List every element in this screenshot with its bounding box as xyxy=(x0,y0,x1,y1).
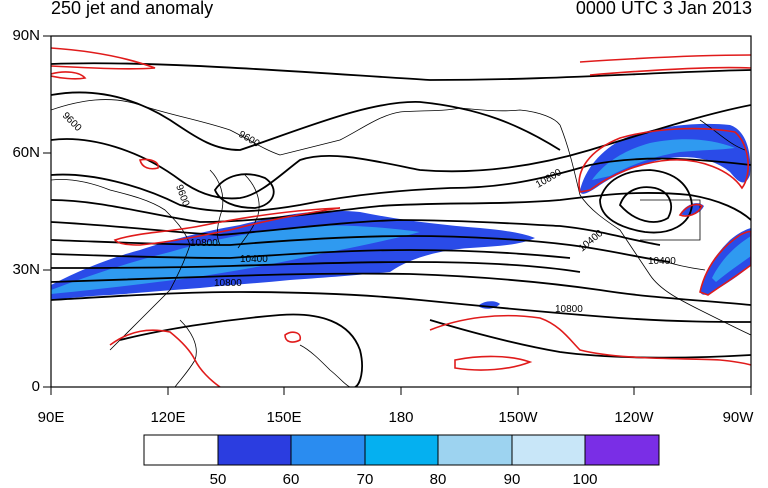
lon-label-180: 180 xyxy=(388,409,414,426)
lon-label-150e: 150E xyxy=(266,409,302,426)
anomaly-contours xyxy=(51,47,751,387)
jet-core-canada xyxy=(592,139,735,180)
jet-core-pacific xyxy=(51,225,420,294)
lon-label-90e: 90E xyxy=(37,409,65,426)
lat-label-0: 0 xyxy=(31,378,40,395)
colorbar-bin-60-70 xyxy=(290,434,366,466)
colorbar-bin-80-90 xyxy=(437,434,513,466)
colorbar-bin-below-50 xyxy=(143,434,219,466)
lon-label-120w: 120W xyxy=(614,409,654,426)
jet-core-east-us xyxy=(712,236,751,282)
colorbar-bin-50-60 xyxy=(217,434,292,466)
contour-label-10: 10800 xyxy=(190,238,218,249)
colorbar xyxy=(143,434,660,466)
lat-label-30n: 30N xyxy=(12,261,40,278)
lon-label-150w: 150W xyxy=(498,409,538,426)
colorbar-label-60: 60 xyxy=(282,471,300,488)
axis-ticks xyxy=(43,35,752,395)
lat-label-90n: 90N xyxy=(12,27,40,44)
map-frame xyxy=(51,36,751,387)
lon-label-90w: 90W xyxy=(722,409,754,426)
contour-label-9: 10400 xyxy=(648,256,676,267)
colorbar-bin-above-100 xyxy=(584,434,660,466)
colorbar-label-100: 100 xyxy=(572,471,598,488)
colorbar-label-80: 80 xyxy=(429,471,447,488)
lat-label-60n: 60N xyxy=(12,144,40,161)
colorbar-bin-90-100 xyxy=(511,434,586,466)
contour-label-5: 10800 xyxy=(214,278,242,289)
contour-label-4: 10400 xyxy=(240,254,268,265)
colorbar-bin-70-80 xyxy=(364,434,439,466)
colorbar-label-50: 50 xyxy=(209,471,227,488)
valid-time: 0000 UTC 3 Jan 2013 xyxy=(575,0,752,18)
chart-title: 250 jet and anomaly xyxy=(51,0,214,18)
lon-label-120e: 120E xyxy=(150,409,186,426)
colorbar-label-70: 70 xyxy=(356,471,374,488)
colorbar-label-90: 90 xyxy=(503,471,521,488)
contour-label-7: 10800 xyxy=(555,304,583,315)
